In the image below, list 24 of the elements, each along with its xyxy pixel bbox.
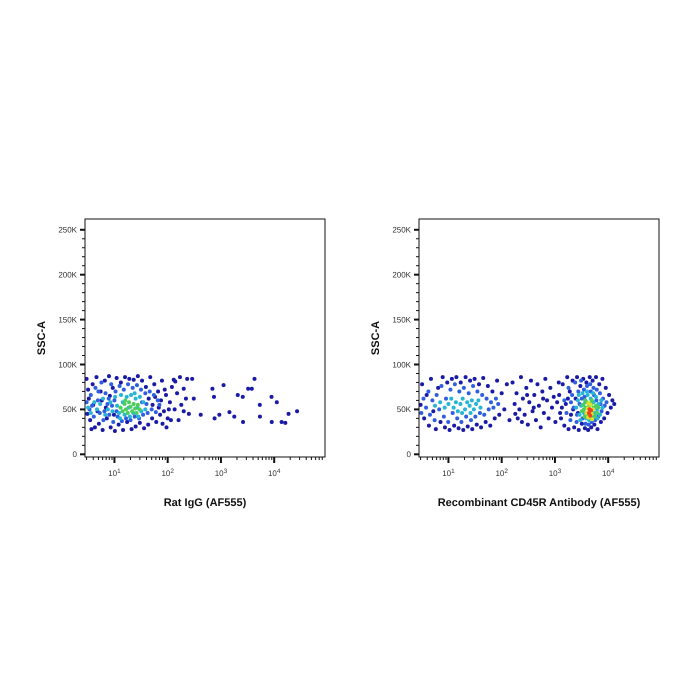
x-tick-label: 10$^{4}$ xyxy=(268,468,281,478)
x-tick-label: 10$^{2}$ xyxy=(495,468,508,478)
x-tick-label: 10$^{1}$ xyxy=(442,468,456,478)
y-tick-label: 100K xyxy=(392,360,412,370)
y-axis-title: SSC-A xyxy=(370,320,382,356)
y-tick-label: 50K xyxy=(62,405,78,414)
x-axis-title: Rat IgG (AF555) xyxy=(164,497,247,509)
y-tick-label: 200K xyxy=(58,270,78,280)
y-tick-label: 250K xyxy=(392,226,412,235)
y-tick-label: 100K xyxy=(58,360,78,370)
x-tick-label: 10$^{3}$ xyxy=(214,468,228,478)
x-tick-label: 10$^{1}$ xyxy=(108,468,122,478)
y-tick-label: 150K xyxy=(58,315,78,324)
x-tick-label: 10$^{3}$ xyxy=(548,468,562,478)
y-tick-label: 150K xyxy=(392,315,412,324)
y-tick-label: 50K xyxy=(396,405,412,414)
y-tick-label: 200K xyxy=(392,270,412,280)
x-tick-label: 10$^{2}$ xyxy=(161,468,174,478)
x-tick-label: 10$^{4}$ xyxy=(602,468,615,478)
x-axis-title: Recombinant CD45R Antibody (AF555) xyxy=(438,497,641,509)
y-axis-title: SSC-A xyxy=(36,320,48,356)
y-tick-label: 0 xyxy=(406,450,412,460)
y-tick-label: 250K xyxy=(58,226,78,235)
y-tick-label: 0 xyxy=(72,450,78,460)
